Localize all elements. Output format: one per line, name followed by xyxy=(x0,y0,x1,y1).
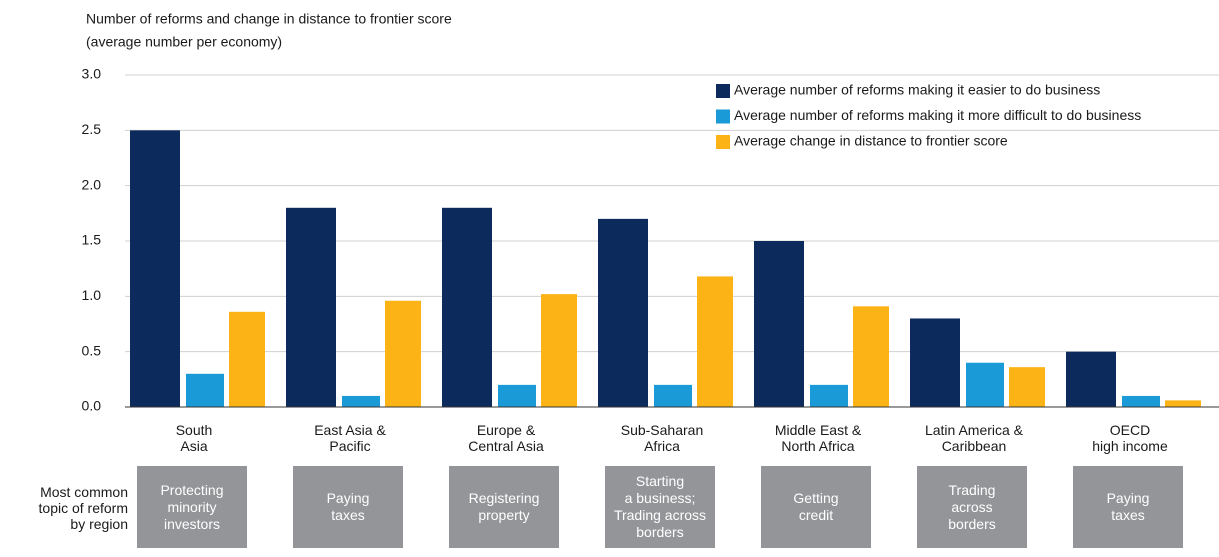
bar xyxy=(1009,367,1045,407)
bar xyxy=(130,130,180,408)
x-tick-label: Middle East & North Africa xyxy=(774,422,862,454)
bar xyxy=(754,241,804,407)
bar xyxy=(598,218,648,407)
topic-box: Paying taxes xyxy=(1073,466,1183,548)
bar xyxy=(342,395,380,407)
x-tick-label: Europe & Central Asia xyxy=(468,422,544,454)
x-tick-label: Sub-Saharan Africa xyxy=(620,422,704,454)
bar xyxy=(498,384,536,407)
bar xyxy=(810,384,848,407)
legend-swatch xyxy=(716,109,730,124)
bar xyxy=(853,306,889,407)
x-tick-label: South Asia xyxy=(175,422,213,454)
x-tick-label: Latin America & Caribbean xyxy=(924,422,1024,454)
legend-label: Average number of reforms making it more… xyxy=(734,107,1141,123)
bar xyxy=(1066,351,1116,407)
topic-box: Paying taxes xyxy=(293,466,403,548)
topic-box: Getting credit xyxy=(761,466,871,548)
legend-swatch xyxy=(716,84,730,98)
bar xyxy=(910,318,960,407)
y-tick-label: 3.0 xyxy=(82,66,102,82)
chart-subtitle: (average number per economy) xyxy=(86,34,282,50)
topic-box: Starting a business; Trading across bord… xyxy=(605,466,715,548)
chart-title: Number of reforms and change in distance… xyxy=(86,11,452,27)
y-tick-label: 2.5 xyxy=(82,121,102,137)
topic-box: Protecting minority investors xyxy=(137,466,247,548)
x-tick-label: OECD high income xyxy=(1092,422,1168,454)
legend-swatch xyxy=(716,135,730,149)
bar xyxy=(385,300,421,407)
legend-label: Average number of reforms making it easi… xyxy=(734,82,1100,98)
y-tick-label: 1.0 xyxy=(82,287,102,303)
bar xyxy=(654,384,692,407)
x-tick-label: East Asia & Pacific xyxy=(314,422,386,454)
y-tick-label: 0.0 xyxy=(82,398,102,414)
bar xyxy=(442,207,492,407)
topic-box: Registering property xyxy=(449,466,559,548)
bar xyxy=(186,373,224,407)
topic-box: Trading across borders xyxy=(917,466,1027,548)
y-tick-label: 1.5 xyxy=(82,232,102,248)
bar xyxy=(1122,395,1160,407)
legend-label: Average change in distance to frontier s… xyxy=(734,133,1008,149)
topic-label: Most common topic of reform by region xyxy=(38,484,128,532)
bar xyxy=(1165,400,1201,407)
bar xyxy=(541,294,577,407)
bar xyxy=(286,207,336,407)
bar xyxy=(229,311,265,407)
y-tick-label: 0.5 xyxy=(82,342,102,358)
bar xyxy=(966,362,1004,407)
bar xyxy=(697,276,733,407)
y-tick-label: 2.0 xyxy=(82,176,102,192)
